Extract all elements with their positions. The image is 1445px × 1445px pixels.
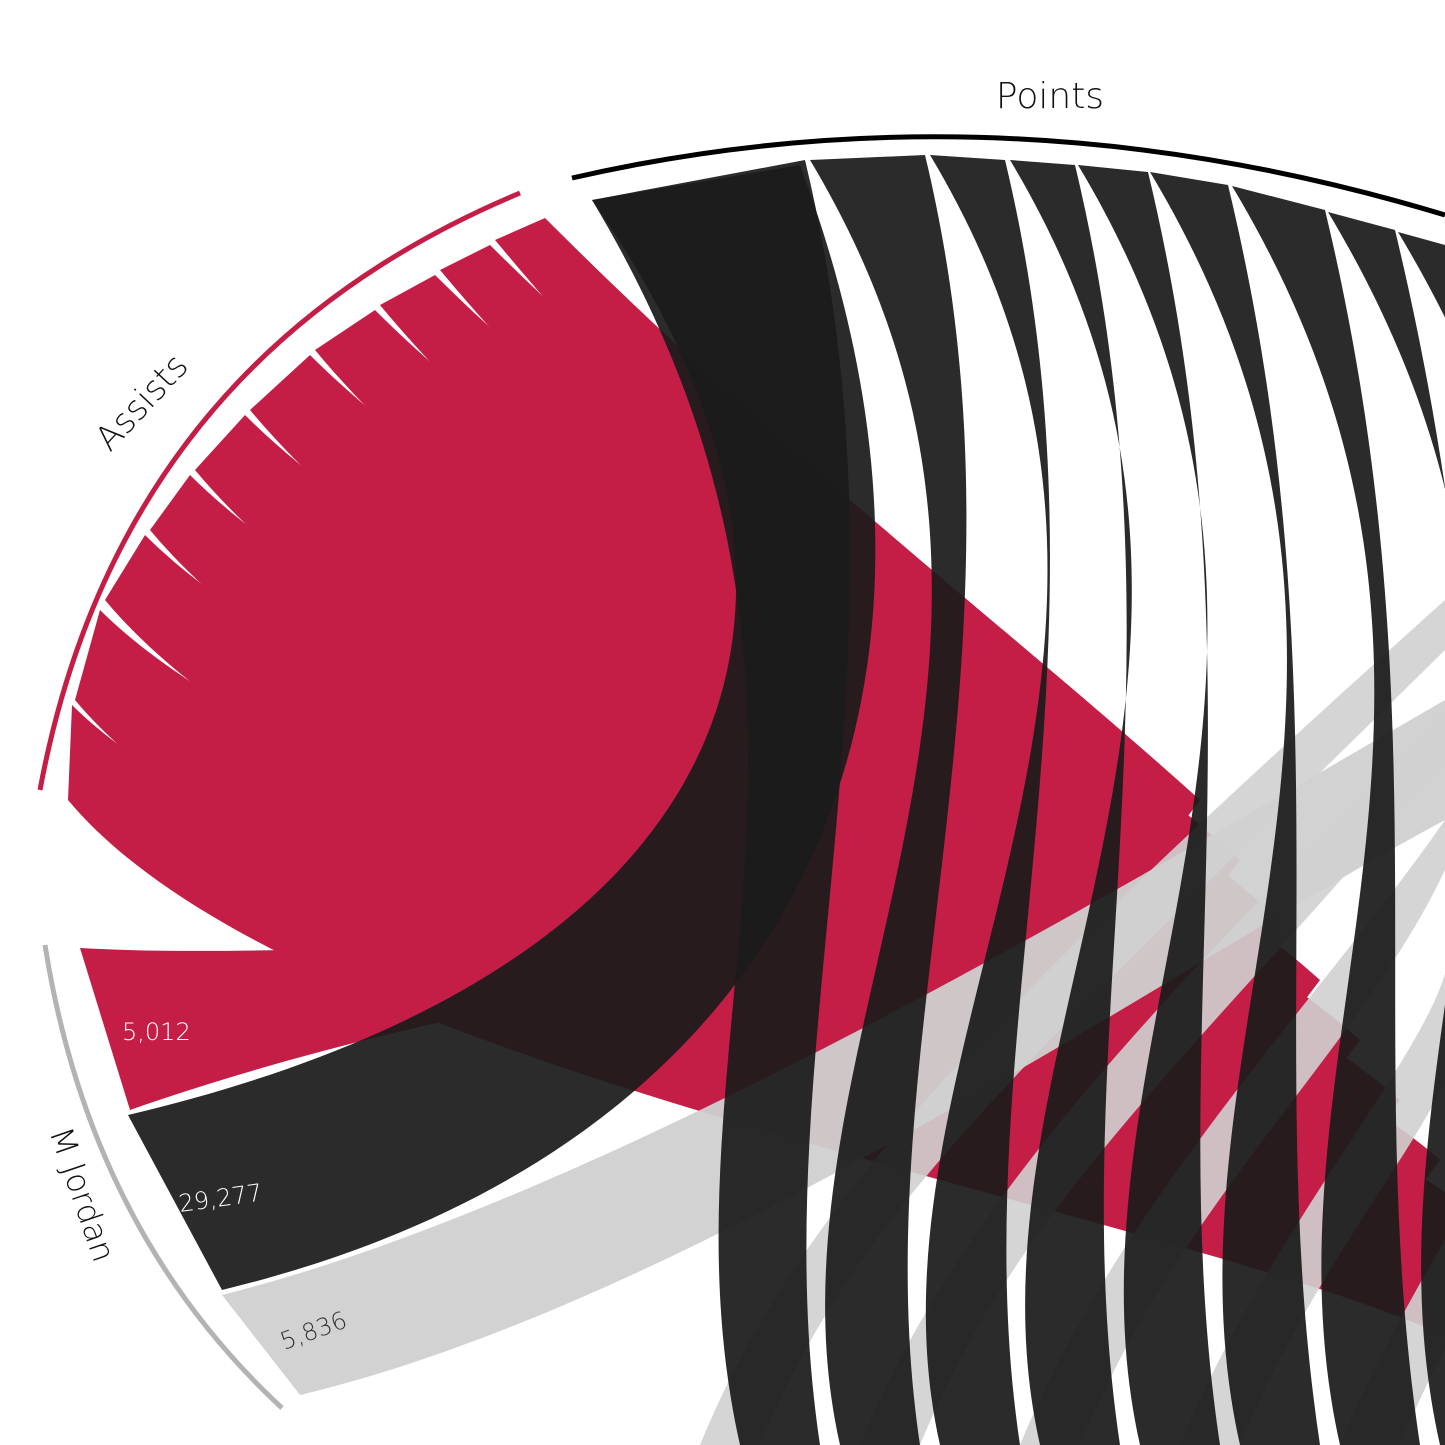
rebounds-ribbon [700, 600, 1445, 1445]
rebounds-ribbon [1340, 1040, 1445, 1445]
points-ribbon [925, 155, 1050, 1445]
points-ribbon [1010, 160, 1132, 1445]
group-arcs [37, 134, 1445, 1410]
points-ribbon [1078, 165, 1220, 1445]
points-ribbon [1150, 172, 1320, 1445]
jordan-rebounds-ribbon [222, 700, 1445, 1395]
player-ribbons [128, 165, 876, 1290]
points-ribbon [1328, 212, 1445, 1445]
points-ribbon [1232, 186, 1420, 1445]
points-group-arc [571, 134, 1445, 218]
points-ribbon [1398, 232, 1445, 318]
jordan-group-label: M Jordan [42, 1122, 123, 1266]
points-ribbon [810, 155, 967, 1445]
assists-group-arc [37, 190, 521, 791]
assists-group-label: Assists [87, 346, 196, 459]
points-group-label: Points [996, 76, 1104, 117]
assists-value-label: 5,012 [122, 1018, 191, 1046]
jordan-group-arc [42, 944, 284, 1410]
jordan-points-ribbon [128, 165, 876, 1290]
